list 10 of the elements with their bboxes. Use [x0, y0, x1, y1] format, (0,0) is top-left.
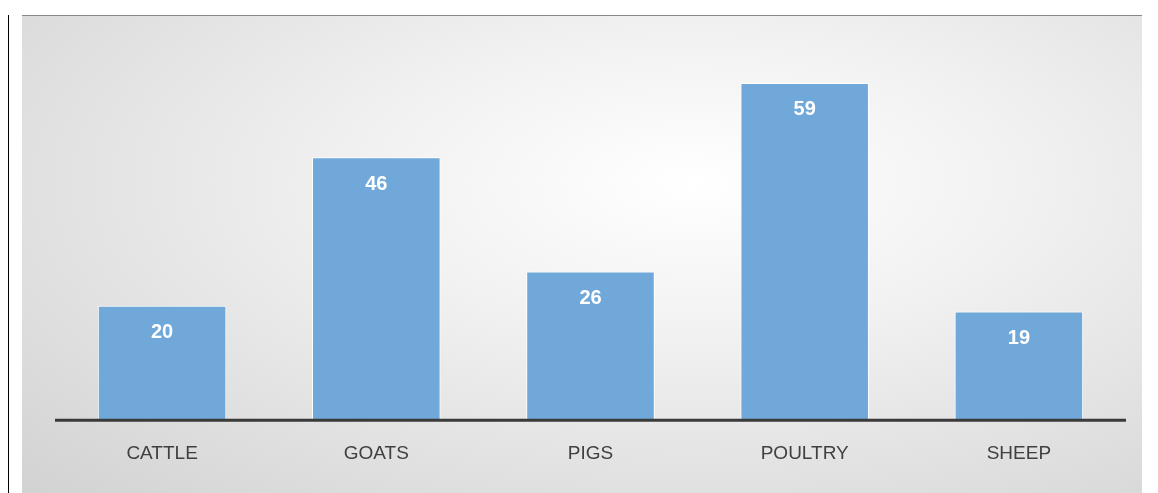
data-label: 26: [579, 286, 602, 309]
x-tick-label: PIGS: [567, 441, 614, 463]
x-tick-label: POULTRY: [760, 441, 850, 463]
data-label: 20: [150, 320, 174, 343]
data-label: 46: [365, 171, 388, 194]
data-label: 59: [793, 97, 816, 120]
x-tick-label: GOATS: [343, 441, 409, 463]
x-tick-label: SHEEP: [986, 441, 1052, 463]
data-label: 19: [1007, 326, 1031, 349]
x-tick-label: CATTLE: [126, 441, 198, 463]
